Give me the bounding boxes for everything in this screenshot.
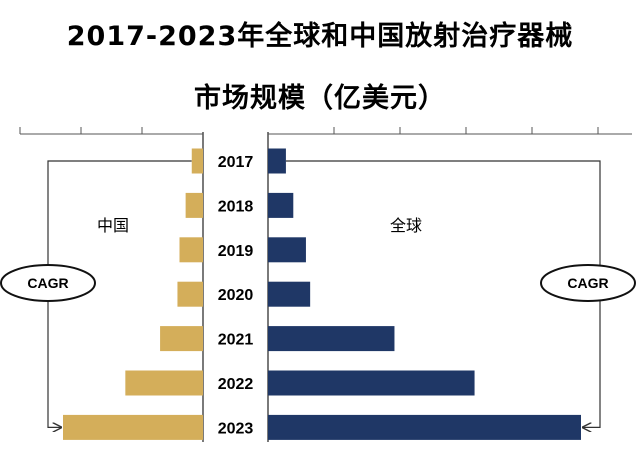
bar-global-2021 bbox=[268, 326, 395, 352]
series-label-china: 中国 bbox=[97, 216, 129, 235]
bar-china-2023 bbox=[63, 414, 203, 440]
bar-global-2020 bbox=[268, 281, 311, 307]
year-label-2022: 2022 bbox=[218, 376, 254, 393]
year-label-2018: 2018 bbox=[218, 198, 254, 215]
year-label-2020: 2020 bbox=[218, 287, 254, 304]
cagr-badge-china: CAGR bbox=[0, 264, 96, 302]
bar-global-2022 bbox=[268, 370, 475, 396]
year-label-2019: 2019 bbox=[218, 243, 254, 260]
bar-global-2023 bbox=[268, 414, 581, 440]
bar-global-2017 bbox=[268, 148, 286, 174]
year-labels: 2017 2018 2019 2020 2021 2022 2023 bbox=[218, 154, 254, 437]
cagr-badge-global-text: CAGR bbox=[567, 275, 608, 291]
cagr-badges: CAGR CAGR bbox=[0, 264, 636, 302]
bar-global-2018 bbox=[268, 192, 294, 218]
year-label-2017: 2017 bbox=[218, 154, 254, 171]
bar-china-2022 bbox=[125, 370, 203, 396]
chart-title-line2: 市场规模（亿美元） bbox=[194, 83, 446, 114]
bar-china-2019 bbox=[179, 237, 203, 263]
bars-group bbox=[63, 148, 581, 440]
series-label-global: 全球 bbox=[390, 216, 422, 235]
chart-title-line1: 2017-2023年全球和中国放射治疗器械 bbox=[66, 21, 574, 52]
bar-china-2018 bbox=[185, 192, 203, 218]
year-label-2023: 2023 bbox=[218, 420, 254, 437]
year-label-2021: 2021 bbox=[218, 332, 254, 349]
cagr-badge-china-text: CAGR bbox=[27, 275, 68, 291]
bar-china-2021 bbox=[160, 326, 203, 352]
bar-china-2020 bbox=[177, 281, 203, 307]
bar-china-2017 bbox=[191, 148, 203, 174]
cagr-badge-global: CAGR bbox=[540, 264, 636, 302]
series-labels: 中国 全球 bbox=[97, 216, 422, 235]
bar-global-2019 bbox=[268, 237, 306, 263]
